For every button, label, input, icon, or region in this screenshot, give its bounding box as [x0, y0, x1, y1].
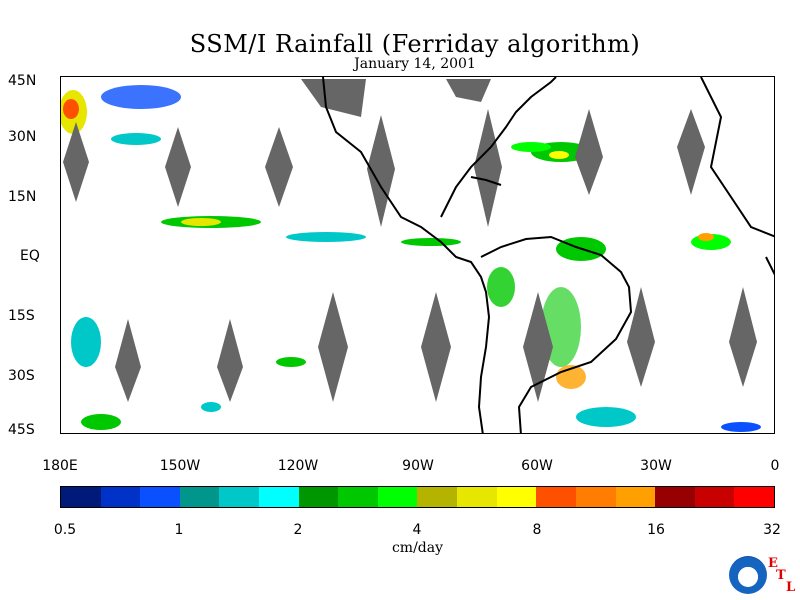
colorbar-tick-2: 2: [293, 522, 303, 538]
lon-label-30w: 30W: [640, 458, 672, 474]
colorbar-tick-0-5: 0.5: [53, 522, 77, 538]
colorbar-swatch-5: [259, 487, 299, 507]
lat-label-15n: 15N: [8, 189, 37, 205]
lat-label-eq: EQ: [20, 248, 40, 264]
colorbar-swatch-7: [338, 487, 378, 507]
lon-label-90w: 90W: [402, 458, 434, 474]
colorbar-tick-4: 4: [412, 522, 422, 538]
colorbar-swatch-8: [377, 487, 418, 507]
colorbar-swatch-9: [417, 487, 458, 507]
lon-label-180e: 180E: [42, 458, 78, 474]
colorbar-unit-label: cm/day: [391, 540, 444, 556]
colorbar-swatch-1: [100, 487, 141, 507]
coastlines: [322, 77, 774, 433]
colorbar-swatch-11: [496, 487, 537, 507]
rainfall-map: [60, 76, 775, 434]
lat-label-15s: 15S: [8, 308, 35, 324]
etl-logo-t: T: [776, 568, 786, 583]
lat-label-45n: 45N: [8, 73, 37, 89]
lat-label-30s: 30S: [8, 368, 35, 384]
map-title: SSM/I Rainfall (Ferriday algorithm): [189, 30, 641, 58]
colorbar-swatch-17: [734, 487, 774, 507]
colorbar-swatch-10: [457, 487, 497, 507]
colorbar-swatch-15: [655, 487, 695, 507]
colorbar-swatch-6: [298, 487, 339, 507]
lon-label-150w: 150W: [159, 458, 201, 474]
rainfall-patches: [61, 85, 761, 432]
missing-data-swaths: [63, 79, 757, 402]
colorbar-tick-16: 16: [647, 522, 665, 538]
lat-label-45s: 45S: [8, 422, 35, 438]
etl-logo-e: E: [768, 556, 778, 571]
colorbar-swatch-2: [140, 487, 180, 507]
colorbar-swatch-12: [536, 487, 576, 507]
colorbar-swatch-3: [179, 487, 220, 507]
lon-label-0: 0: [770, 458, 780, 474]
colorbar-swatch-13: [575, 487, 616, 507]
colorbar-tick-32: 32: [763, 522, 781, 538]
colorbar-swatch-4: [219, 487, 260, 507]
lon-label-60w: 60W: [521, 458, 553, 474]
rainfall-colorbar: [60, 486, 775, 508]
lat-label-30n: 30N: [8, 129, 37, 145]
map-date: January 14, 2001: [354, 56, 476, 72]
colorbar-swatch-0: [61, 487, 101, 507]
lon-label-120w: 120W: [277, 458, 319, 474]
colorbar-swatch-14: [615, 487, 656, 507]
colorbar-swatch-16: [694, 487, 735, 507]
noaa-logo-icon: [729, 556, 767, 594]
colorbar-tick-1: 1: [174, 522, 184, 538]
colorbar-tick-8: 8: [532, 522, 542, 538]
etl-logo-l: L: [786, 580, 796, 595]
